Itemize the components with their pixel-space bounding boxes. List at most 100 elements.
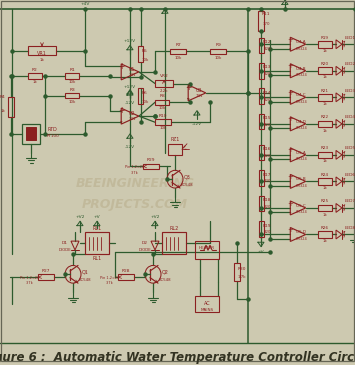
Text: R17: R17 xyxy=(263,173,271,177)
Text: +: + xyxy=(287,90,293,96)
Text: 820: 820 xyxy=(263,154,271,158)
Text: PZ1: PZ1 xyxy=(170,137,180,142)
Text: LED5: LED5 xyxy=(344,146,355,150)
Bar xyxy=(155,100,169,105)
Bar xyxy=(8,97,14,117)
Text: 1k: 1k xyxy=(39,58,44,62)
Text: R9: R9 xyxy=(215,43,221,47)
Text: +4V: +4V xyxy=(80,3,90,7)
Text: -: - xyxy=(289,183,291,189)
Text: PT100: PT100 xyxy=(47,134,60,138)
Text: R16: R16 xyxy=(263,147,271,151)
Text: LED6: LED6 xyxy=(344,173,355,177)
Text: +V: +V xyxy=(94,215,100,219)
Text: RTD: RTD xyxy=(47,127,57,132)
Bar xyxy=(258,221,263,237)
Text: U5 C: U5 C xyxy=(296,204,306,208)
Text: LED7: LED7 xyxy=(344,199,355,203)
Text: LM324: LM324 xyxy=(295,47,307,51)
Text: 1k: 1k xyxy=(0,109,5,113)
Text: 1k: 1k xyxy=(323,76,327,80)
Text: Q2: Q2 xyxy=(162,270,168,274)
Text: +: + xyxy=(287,37,293,43)
Text: 10k: 10k xyxy=(141,100,149,104)
Text: 10k: 10k xyxy=(69,100,76,104)
Text: R26: R26 xyxy=(321,226,329,230)
Text: R8: R8 xyxy=(159,94,165,98)
Text: -: - xyxy=(289,156,291,162)
Text: R28: R28 xyxy=(122,269,130,273)
Text: +: + xyxy=(287,116,293,122)
Text: R21: R21 xyxy=(321,89,329,93)
Bar xyxy=(26,127,36,141)
Text: Pin 1,2=2k: Pin 1,2=2k xyxy=(20,276,40,280)
Text: Pin 1,2=2k: Pin 1,2=2k xyxy=(100,276,120,280)
Text: 3.7k: 3.7k xyxy=(26,281,34,285)
Text: 741: 741 xyxy=(128,73,136,77)
Text: -: - xyxy=(120,73,122,82)
Text: -: - xyxy=(120,117,122,126)
Text: R1: R1 xyxy=(69,68,75,72)
Text: RL2: RL2 xyxy=(169,226,179,231)
Text: 741: 741 xyxy=(195,94,203,98)
Text: DIODE: DIODE xyxy=(59,248,71,252)
Text: LM324: LM324 xyxy=(295,184,307,188)
Bar xyxy=(258,88,263,104)
Bar xyxy=(258,196,263,211)
Text: +: + xyxy=(287,227,293,233)
Text: 1k: 1k xyxy=(323,212,327,216)
Text: 10k: 10k xyxy=(159,126,166,130)
Text: 10k: 10k xyxy=(214,55,222,59)
Text: -: - xyxy=(289,99,291,105)
Text: U4 A: U4 A xyxy=(296,40,306,44)
Text: R19: R19 xyxy=(321,36,329,40)
Text: R2: R2 xyxy=(32,68,38,72)
Text: R20: R20 xyxy=(321,62,329,66)
Text: -: - xyxy=(289,46,291,52)
Text: LM324: LM324 xyxy=(295,157,307,161)
Bar xyxy=(155,119,171,125)
Bar xyxy=(258,145,263,160)
Text: +12V: +12V xyxy=(124,85,136,89)
Text: AC: AC xyxy=(204,300,210,306)
Bar xyxy=(28,46,56,55)
Text: U4 C: U4 C xyxy=(296,93,306,97)
Bar xyxy=(38,274,54,280)
Text: U4 D: U4 D xyxy=(296,120,306,124)
Text: 1k: 1k xyxy=(323,102,327,106)
Text: 10k: 10k xyxy=(69,80,76,84)
Text: Figure 6 :  Automatic Water Temperature Controller Circuit: Figure 6 : Automatic Water Temperature C… xyxy=(0,351,355,364)
Bar xyxy=(258,170,263,186)
Text: Pin 1,2=2k: Pin 1,2=2k xyxy=(125,165,144,169)
Text: 370: 370 xyxy=(262,22,270,26)
Bar xyxy=(258,63,263,78)
Text: 2.2k: 2.2k xyxy=(160,89,168,93)
Text: R19: R19 xyxy=(263,224,271,228)
Text: 3.7k: 3.7k xyxy=(106,281,114,285)
Text: LM324: LM324 xyxy=(295,126,307,130)
Text: +: + xyxy=(185,83,191,92)
Text: U5 B: U5 B xyxy=(296,177,306,181)
Text: +V2: +V2 xyxy=(75,215,85,219)
Bar xyxy=(118,274,134,280)
Bar xyxy=(162,232,186,254)
Text: 1k: 1k xyxy=(323,186,327,190)
Text: -12V: -12V xyxy=(125,101,135,105)
Text: +: + xyxy=(118,106,124,115)
Text: R13: R13 xyxy=(263,65,271,69)
Text: VR1: VR1 xyxy=(37,51,47,55)
Text: 1k: 1k xyxy=(33,80,37,84)
Text: LM324: LM324 xyxy=(295,237,307,241)
Text: 1k: 1k xyxy=(323,128,327,132)
Text: RL1: RL1 xyxy=(92,256,102,261)
Text: +: + xyxy=(287,64,293,69)
Text: R5: R5 xyxy=(142,49,148,53)
Text: U3: U3 xyxy=(196,88,202,93)
Text: -: - xyxy=(289,236,291,242)
Text: +: + xyxy=(287,147,293,153)
Text: 1k: 1k xyxy=(323,160,327,164)
Bar xyxy=(234,263,240,281)
Text: R12: R12 xyxy=(263,40,271,44)
Bar xyxy=(318,178,332,185)
Text: U5 D: U5 D xyxy=(296,230,306,234)
